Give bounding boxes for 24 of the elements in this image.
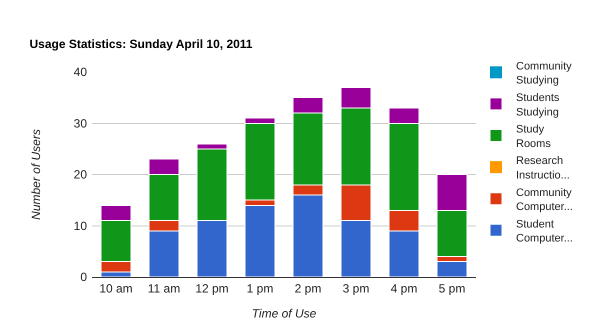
- y-tick-label: 30: [74, 116, 88, 130]
- legend-label: Study Rooms: [516, 124, 552, 150]
- bar: [436, 261, 468, 277]
- y-axis-title: Number of Users: [28, 129, 43, 220]
- x-axis-title: Time of Use: [252, 306, 317, 320]
- legend-label: Student Computer...: [516, 218, 573, 245]
- bar: [244, 204, 276, 277]
- x-tick-label: 3 pm: [342, 281, 370, 296]
- x-tick-label: 12 pm: [195, 281, 229, 296]
- y-tick-label: 10: [74, 218, 88, 233]
- x-tick-label: 4 pm: [390, 281, 418, 296]
- y-tick-label: 0: [80, 270, 88, 284]
- x-tick-label: 10 am: [99, 281, 133, 296]
- x-tick-label: 5 pm: [438, 281, 466, 296]
- legend-label: Research Instructio...: [516, 155, 570, 182]
- legend-label: Community Computer...: [516, 186, 573, 214]
- y-tick-label: 40: [74, 65, 88, 80]
- y-tick-label: 20: [74, 168, 88, 182]
- legend-label: Community Studying: [516, 60, 572, 87]
- x-tick-label: 1 pm: [246, 281, 274, 296]
- x-tick-label: 11 am: [148, 281, 180, 296]
- chart-title: Usage Statistics: Sunday April 10, 2011: [30, 37, 253, 52]
- legend-label: Students Studying: [516, 92, 560, 118]
- x-tick-label: 2 pm: [294, 281, 322, 296]
